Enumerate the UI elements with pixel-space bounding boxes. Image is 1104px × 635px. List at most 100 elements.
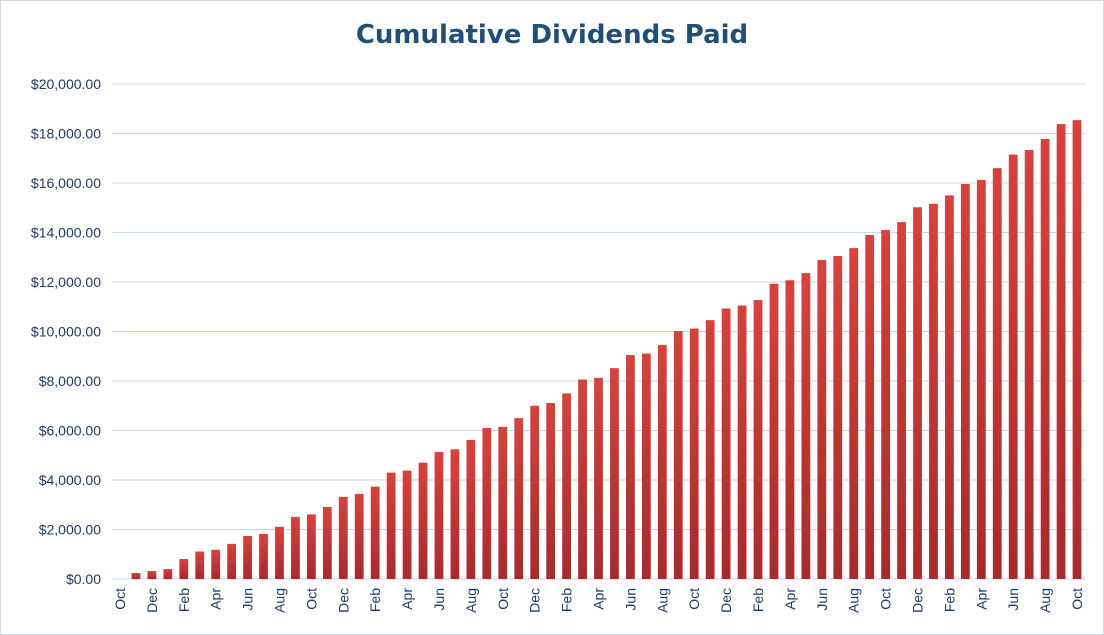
x-tick-label: Jun <box>240 588 256 611</box>
x-tick-label: Dec <box>144 588 160 613</box>
bar <box>594 377 603 579</box>
bar <box>211 549 221 579</box>
bars <box>131 120 1082 580</box>
y-tick-label: $20,000.00 <box>31 76 101 92</box>
bar <box>817 259 827 579</box>
y-tick-label: $2,000.00 <box>39 522 101 538</box>
bar <box>514 418 524 579</box>
bar <box>402 470 412 579</box>
y-tick-label: $18,000.00 <box>31 126 101 142</box>
x-tick-label: Apr <box>973 588 989 610</box>
y-tick-label: $12,000.00 <box>31 274 101 290</box>
bar <box>450 449 460 579</box>
x-tick-label: Feb <box>367 588 383 612</box>
bar <box>546 403 556 579</box>
y-axis-ticks: $0.00 $2,000.00 $4,000.00 $6,000.00 $8,000.0… <box>31 76 101 587</box>
bar <box>131 573 141 579</box>
x-tick-label: Oct <box>495 588 511 610</box>
bar <box>785 280 795 579</box>
bar <box>243 535 252 579</box>
bar <box>865 234 875 579</box>
x-tick-label: Aug <box>271 588 287 613</box>
bar <box>1056 124 1066 579</box>
x-tick-label: Aug <box>463 588 479 613</box>
x-tick-label: Jun <box>622 588 638 611</box>
bar <box>195 551 205 579</box>
bar <box>578 379 587 579</box>
bar <box>163 569 173 579</box>
bar <box>705 320 715 579</box>
y-tick-label: $16,000.00 <box>31 175 101 191</box>
bar <box>498 426 508 579</box>
x-tick-label: Oct <box>303 588 319 610</box>
bar <box>179 558 189 579</box>
bar <box>259 533 268 579</box>
x-tick-label: Oct <box>1069 588 1085 610</box>
y-tick-label: $6,000.00 <box>39 423 101 439</box>
bar <box>849 248 859 579</box>
bar <box>976 180 986 579</box>
x-tick-label: Feb <box>941 588 957 612</box>
x-tick-label: Oct <box>686 588 702 610</box>
bar <box>322 506 332 579</box>
bar <box>721 308 731 579</box>
bar <box>291 516 300 579</box>
bar <box>418 462 428 579</box>
gridlines <box>112 83 1085 580</box>
bar <box>370 486 380 579</box>
x-tick-label: Feb <box>750 588 766 612</box>
bar <box>881 230 891 579</box>
x-tick-label: Apr <box>208 588 224 610</box>
y-tick-label: $8,000.00 <box>39 373 101 389</box>
bar <box>641 353 651 579</box>
bar <box>1040 138 1050 579</box>
x-tick-label: Dec <box>910 588 926 613</box>
bar <box>833 256 843 579</box>
bar <box>992 168 1002 579</box>
bar <box>610 368 619 579</box>
bar <box>673 331 683 579</box>
x-tick-label: Dec <box>335 588 351 613</box>
bar <box>482 428 492 579</box>
bar <box>657 344 667 579</box>
x-tick-label: Apr <box>782 588 798 610</box>
bar <box>275 526 284 579</box>
x-tick-label: Apr <box>591 588 607 610</box>
bar <box>466 439 476 579</box>
x-tick-label: Dec <box>718 588 734 613</box>
chart-title: Cumulative Dividends Paid <box>355 20 749 50</box>
bar <box>1024 150 1034 579</box>
bar <box>753 300 763 579</box>
bar <box>913 207 922 579</box>
bar <box>960 183 970 580</box>
x-axis-ticks: Oct Dec Feb Apr Jun Aug Oct Dec Feb Apr Jun Aug Oct D… <box>112 588 1085 613</box>
x-tick-label: Apr <box>399 588 415 610</box>
bar <box>227 543 237 579</box>
y-tick-label: $10,000.00 <box>31 324 101 340</box>
bar <box>1072 120 1082 579</box>
bar <box>689 328 699 579</box>
bar <box>562 393 571 579</box>
x-tick-label: Feb <box>176 588 192 612</box>
x-tick-label: Jun <box>1005 588 1021 611</box>
x-tick-label: Feb <box>559 588 575 612</box>
x-tick-label: Jun <box>431 588 447 611</box>
bar <box>737 305 747 579</box>
bar <box>530 405 540 579</box>
bar <box>306 514 316 579</box>
bar <box>147 571 157 579</box>
x-tick-label: Oct <box>878 588 894 610</box>
x-tick-label: Dec <box>527 588 543 613</box>
bar <box>945 195 954 579</box>
bar <box>626 355 635 579</box>
x-tick-label: Oct <box>112 588 128 610</box>
x-tick-label: Aug <box>1037 588 1053 613</box>
x-tick-label: Aug <box>846 588 862 613</box>
bar <box>801 273 811 579</box>
y-tick-label: $14,000.00 <box>31 225 101 241</box>
bar <box>929 203 938 580</box>
bar <box>354 493 364 579</box>
y-tick-label: $4,000.00 <box>39 472 101 488</box>
x-tick-label: Aug <box>654 588 670 613</box>
